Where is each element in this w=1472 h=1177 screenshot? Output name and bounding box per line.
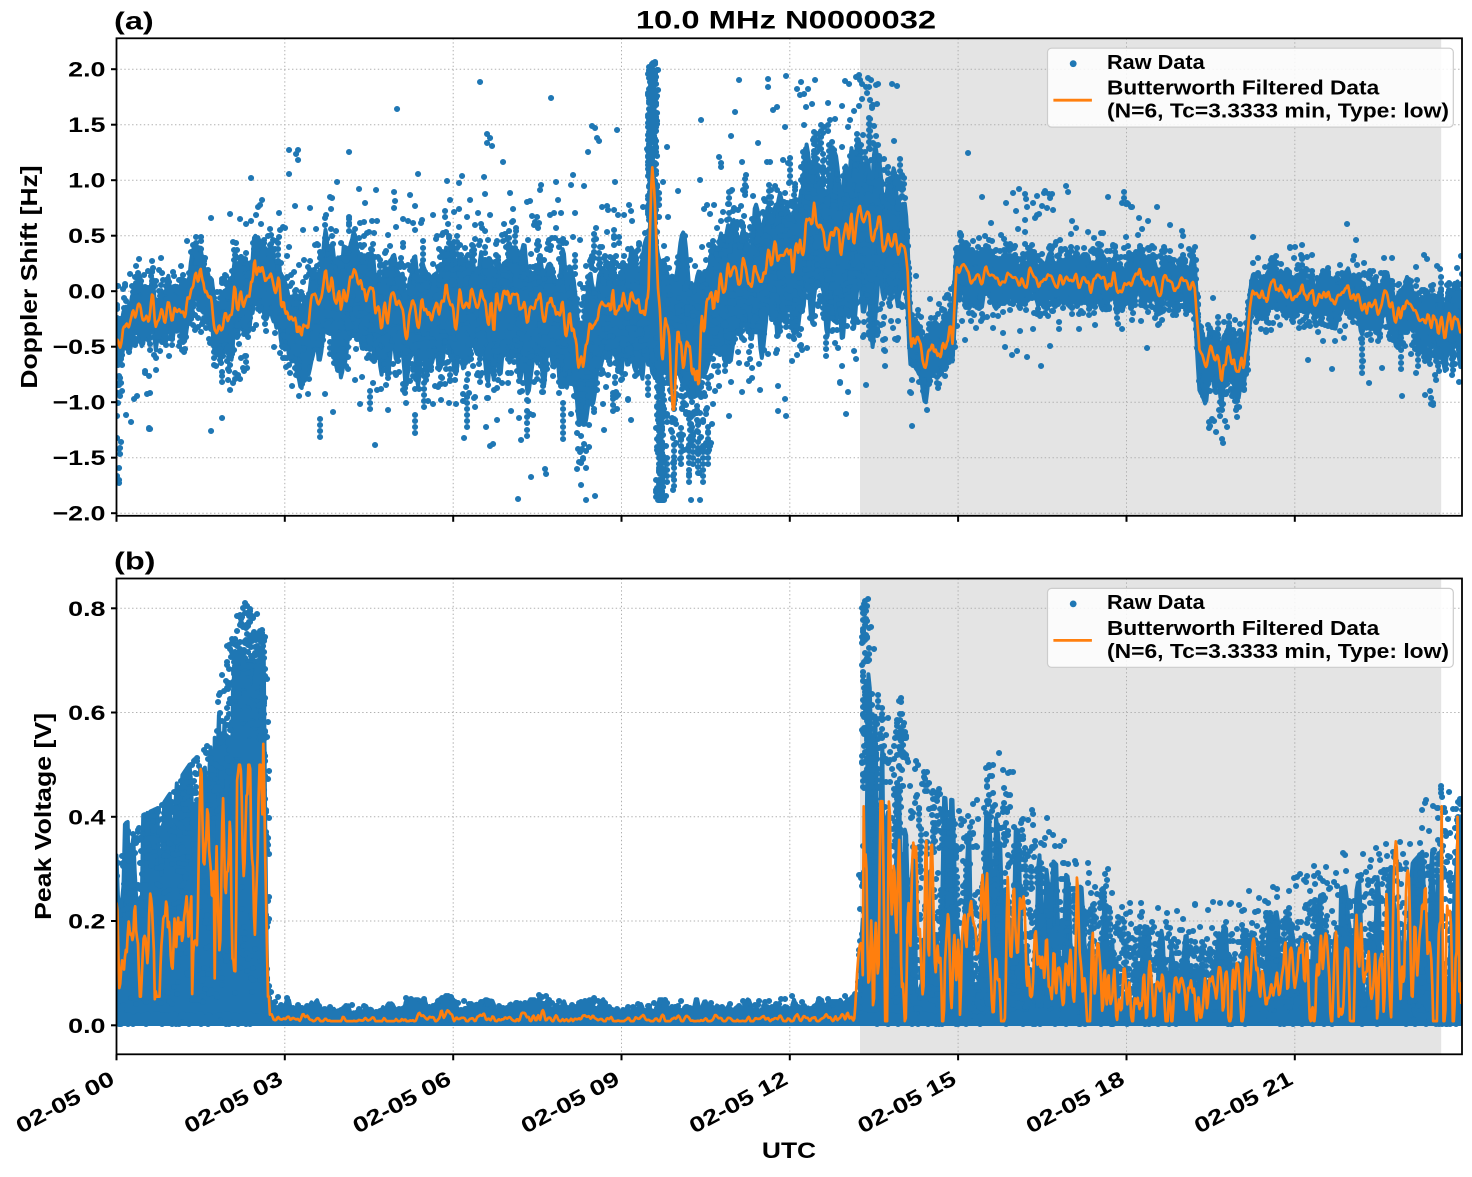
svg-text:Peak Voltage [V]: Peak Voltage [V] [31, 713, 57, 920]
svg-text:0.4: 0.4 [68, 806, 106, 830]
svg-text:Butterworth Filtered Data: Butterworth Filtered Data [1107, 617, 1380, 639]
svg-text:−1.0: −1.0 [52, 391, 105, 415]
svg-text:Butterworth Filtered Data: Butterworth Filtered Data [1107, 77, 1380, 99]
svg-text:0.0: 0.0 [68, 1014, 105, 1038]
svg-text:−2.0: −2.0 [52, 502, 105, 526]
svg-text:(N=6, Tc=3.3333 min, Type: low: (N=6, Tc=3.3333 min, Type: low) [1107, 640, 1449, 662]
svg-text:0.0: 0.0 [68, 280, 105, 304]
svg-text:1.5: 1.5 [68, 114, 105, 138]
svg-text:Raw Data: Raw Data [1107, 52, 1205, 74]
svg-text:(a): (a) [114, 8, 154, 36]
svg-text:−1.5: −1.5 [52, 447, 105, 471]
svg-text:0.5: 0.5 [68, 225, 105, 249]
svg-text:1.0: 1.0 [68, 169, 105, 193]
svg-text:UTC: UTC [762, 1139, 816, 1163]
svg-text:2.0: 2.0 [68, 58, 105, 82]
svg-text:Doppler Shift [Hz]: Doppler Shift [Hz] [18, 165, 43, 388]
svg-text:(b): (b) [114, 548, 155, 576]
svg-text:10.0 MHz N0000032: 10.0 MHz N0000032 [636, 7, 936, 34]
svg-text:(N=6, Tc=3.3333 min, Type: low: (N=6, Tc=3.3333 min, Type: low) [1107, 100, 1449, 122]
svg-text:0.2: 0.2 [68, 910, 105, 934]
svg-text:0.6: 0.6 [68, 701, 105, 725]
svg-text:Raw Data: Raw Data [1107, 592, 1205, 614]
svg-text:−0.5: −0.5 [52, 336, 105, 360]
svg-text:0.8: 0.8 [68, 597, 105, 621]
